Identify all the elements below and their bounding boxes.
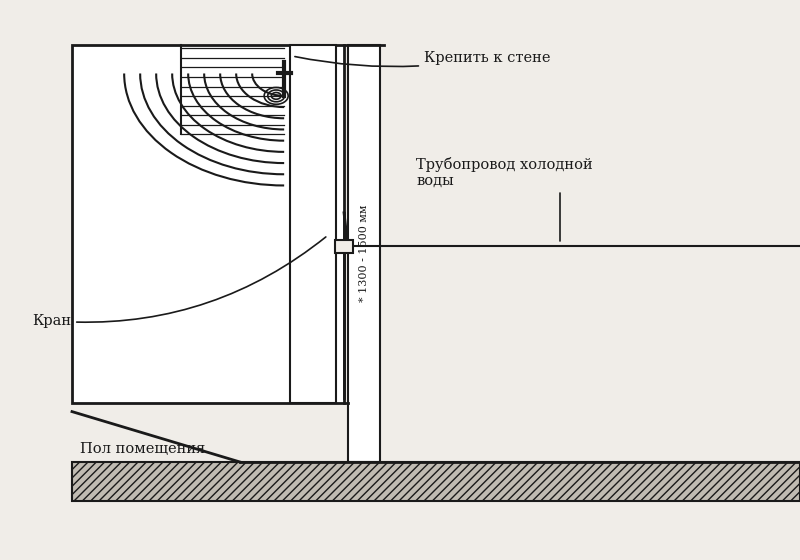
Text: Кран: Кран [32,237,326,328]
Bar [335,240,353,253]
Text: Трубопровод холодной
воды: Трубопровод холодной воды [416,157,593,241]
Bar [348,45,380,462]
Bar [72,462,800,501]
Text: * 1300 - 1500 мм: * 1300 - 1500 мм [359,205,369,302]
Bar [72,45,344,403]
Bar [290,45,336,403]
Text: Пол помещения: Пол помещения [80,442,206,456]
Text: Крепить к стене: Крепить к стене [295,50,550,67]
